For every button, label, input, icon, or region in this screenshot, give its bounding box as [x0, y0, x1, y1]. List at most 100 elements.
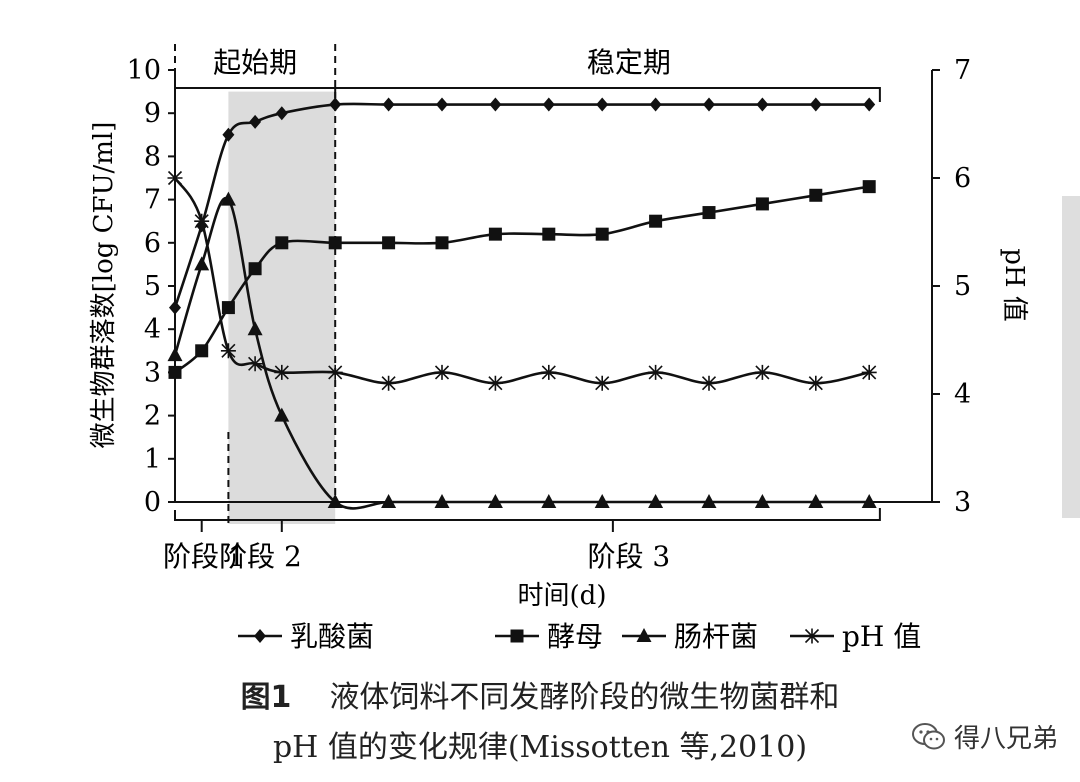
data-point: [648, 364, 664, 380]
data-point: [649, 97, 662, 112]
left-tick-label: 7: [144, 185, 161, 216]
data-point: [702, 206, 716, 220]
top-phase-label: 起始期: [213, 46, 297, 79]
legend-marker: [510, 629, 524, 643]
caption-line-2: pH 值的变化规律(Missotten 等,2010): [0, 722, 1080, 766]
data-point: [195, 344, 209, 358]
data-point: [594, 375, 610, 391]
caption-text-2: pH 值的变化规律(Missotten 等,2010): [272, 730, 808, 765]
data-point: [329, 97, 342, 112]
data-point: [542, 227, 556, 241]
data-point: [194, 256, 210, 271]
left-tick-label: 8: [144, 141, 161, 172]
left-tick-label: 10: [127, 55, 161, 86]
series-triangle: [167, 191, 877, 510]
data-point: [327, 494, 343, 508]
series-line: [174, 185, 870, 374]
left-tick-label: 3: [144, 357, 161, 388]
data-point: [809, 188, 823, 202]
watermark-text: 得八兄弟: [954, 724, 1059, 754]
data-point: [167, 170, 183, 186]
data-point: [754, 364, 770, 380]
legend-marker: [804, 628, 820, 644]
legend-label: 肠杆菌: [674, 620, 758, 653]
watermark: 得八兄弟: [912, 718, 1058, 755]
left-tick-label: 6: [144, 228, 161, 259]
left-tick-label: 0: [144, 487, 161, 518]
left-tick-label: 5: [144, 271, 161, 302]
legend-marker: [254, 629, 266, 643]
right-axis-ticks: 3 4 5 6 7: [932, 55, 971, 518]
data-point: [168, 365, 182, 379]
data-point: [275, 106, 288, 121]
data-point: [756, 97, 769, 112]
data-point: [381, 375, 397, 391]
data-point: [328, 236, 342, 250]
right-tick-label: 7: [954, 55, 971, 86]
left-axis-ticks: 0 1 2 3 4 5 6 7 8 9 10: [127, 55, 175, 518]
caption-text-1: 液体饲料不同发酵阶段的微生物菌群和: [329, 680, 840, 715]
data-point: [436, 97, 448, 112]
shaded-phase-region: [228, 91, 336, 524]
left-tick-label: 9: [144, 98, 161, 129]
wechat-icon: [912, 722, 945, 749]
data-point: [808, 375, 824, 391]
data-point: [274, 364, 290, 380]
data-point: [488, 227, 502, 241]
data-point: [596, 97, 609, 112]
data-point: [649, 214, 663, 228]
data-point: [861, 364, 877, 380]
bottom-phase-bracket: [174, 508, 881, 521]
y-axis-label: 微生物群落数[log CFU/ml]: [89, 122, 119, 449]
series-star: [167, 170, 877, 391]
data-point: [435, 236, 449, 250]
left-tick-label: 4: [144, 314, 161, 345]
series-line: [173, 177, 870, 385]
data-point: [275, 236, 289, 250]
data-point: [221, 301, 235, 315]
legend-label: 乳酸菌: [290, 620, 374, 653]
data-point: [487, 375, 503, 391]
left-tick-label: 2: [144, 401, 161, 432]
data-point: [167, 347, 183, 362]
data-point: [703, 97, 715, 112]
legend-marker: [636, 628, 652, 642]
right-tick-label: 3: [954, 487, 971, 518]
data-point: [169, 300, 181, 315]
data-point: [434, 494, 450, 508]
right-tick-label: 4: [954, 379, 971, 410]
bottom-phase-label: 阶段 2: [219, 540, 302, 573]
data-point: [809, 97, 822, 112]
data-point: [247, 321, 263, 336]
data-point: [808, 494, 824, 508]
x-axis-label: 时间(d): [518, 581, 607, 611]
data-point: [701, 494, 717, 508]
data-point: [542, 97, 555, 112]
data-point: [327, 364, 343, 380]
data-point: [274, 407, 290, 422]
series-diamond: [169, 97, 876, 315]
data-point: [755, 197, 769, 211]
data-point: [222, 127, 235, 142]
figure-number: 图1: [240, 680, 292, 715]
data-point: [541, 364, 557, 380]
data-point: [382, 236, 396, 250]
series-square: [168, 180, 876, 379]
data-point: [248, 262, 262, 276]
caption-line-1: 图1 液体饲料不同发酵阶段的微生物菌群和: [0, 672, 1080, 716]
data-point: [382, 97, 395, 112]
data-point: [541, 494, 557, 508]
bottom-phase-label: 阶段 1: [163, 540, 246, 573]
data-point: [595, 227, 609, 241]
data-point: [594, 494, 610, 508]
data-point: [861, 494, 877, 508]
data-point: [249, 114, 262, 129]
data-point: [489, 97, 502, 112]
data-point: [863, 97, 876, 112]
data-point: [648, 494, 664, 508]
data-point: [220, 191, 236, 206]
right-tick-label: 6: [954, 163, 971, 194]
data-point: [247, 356, 263, 372]
